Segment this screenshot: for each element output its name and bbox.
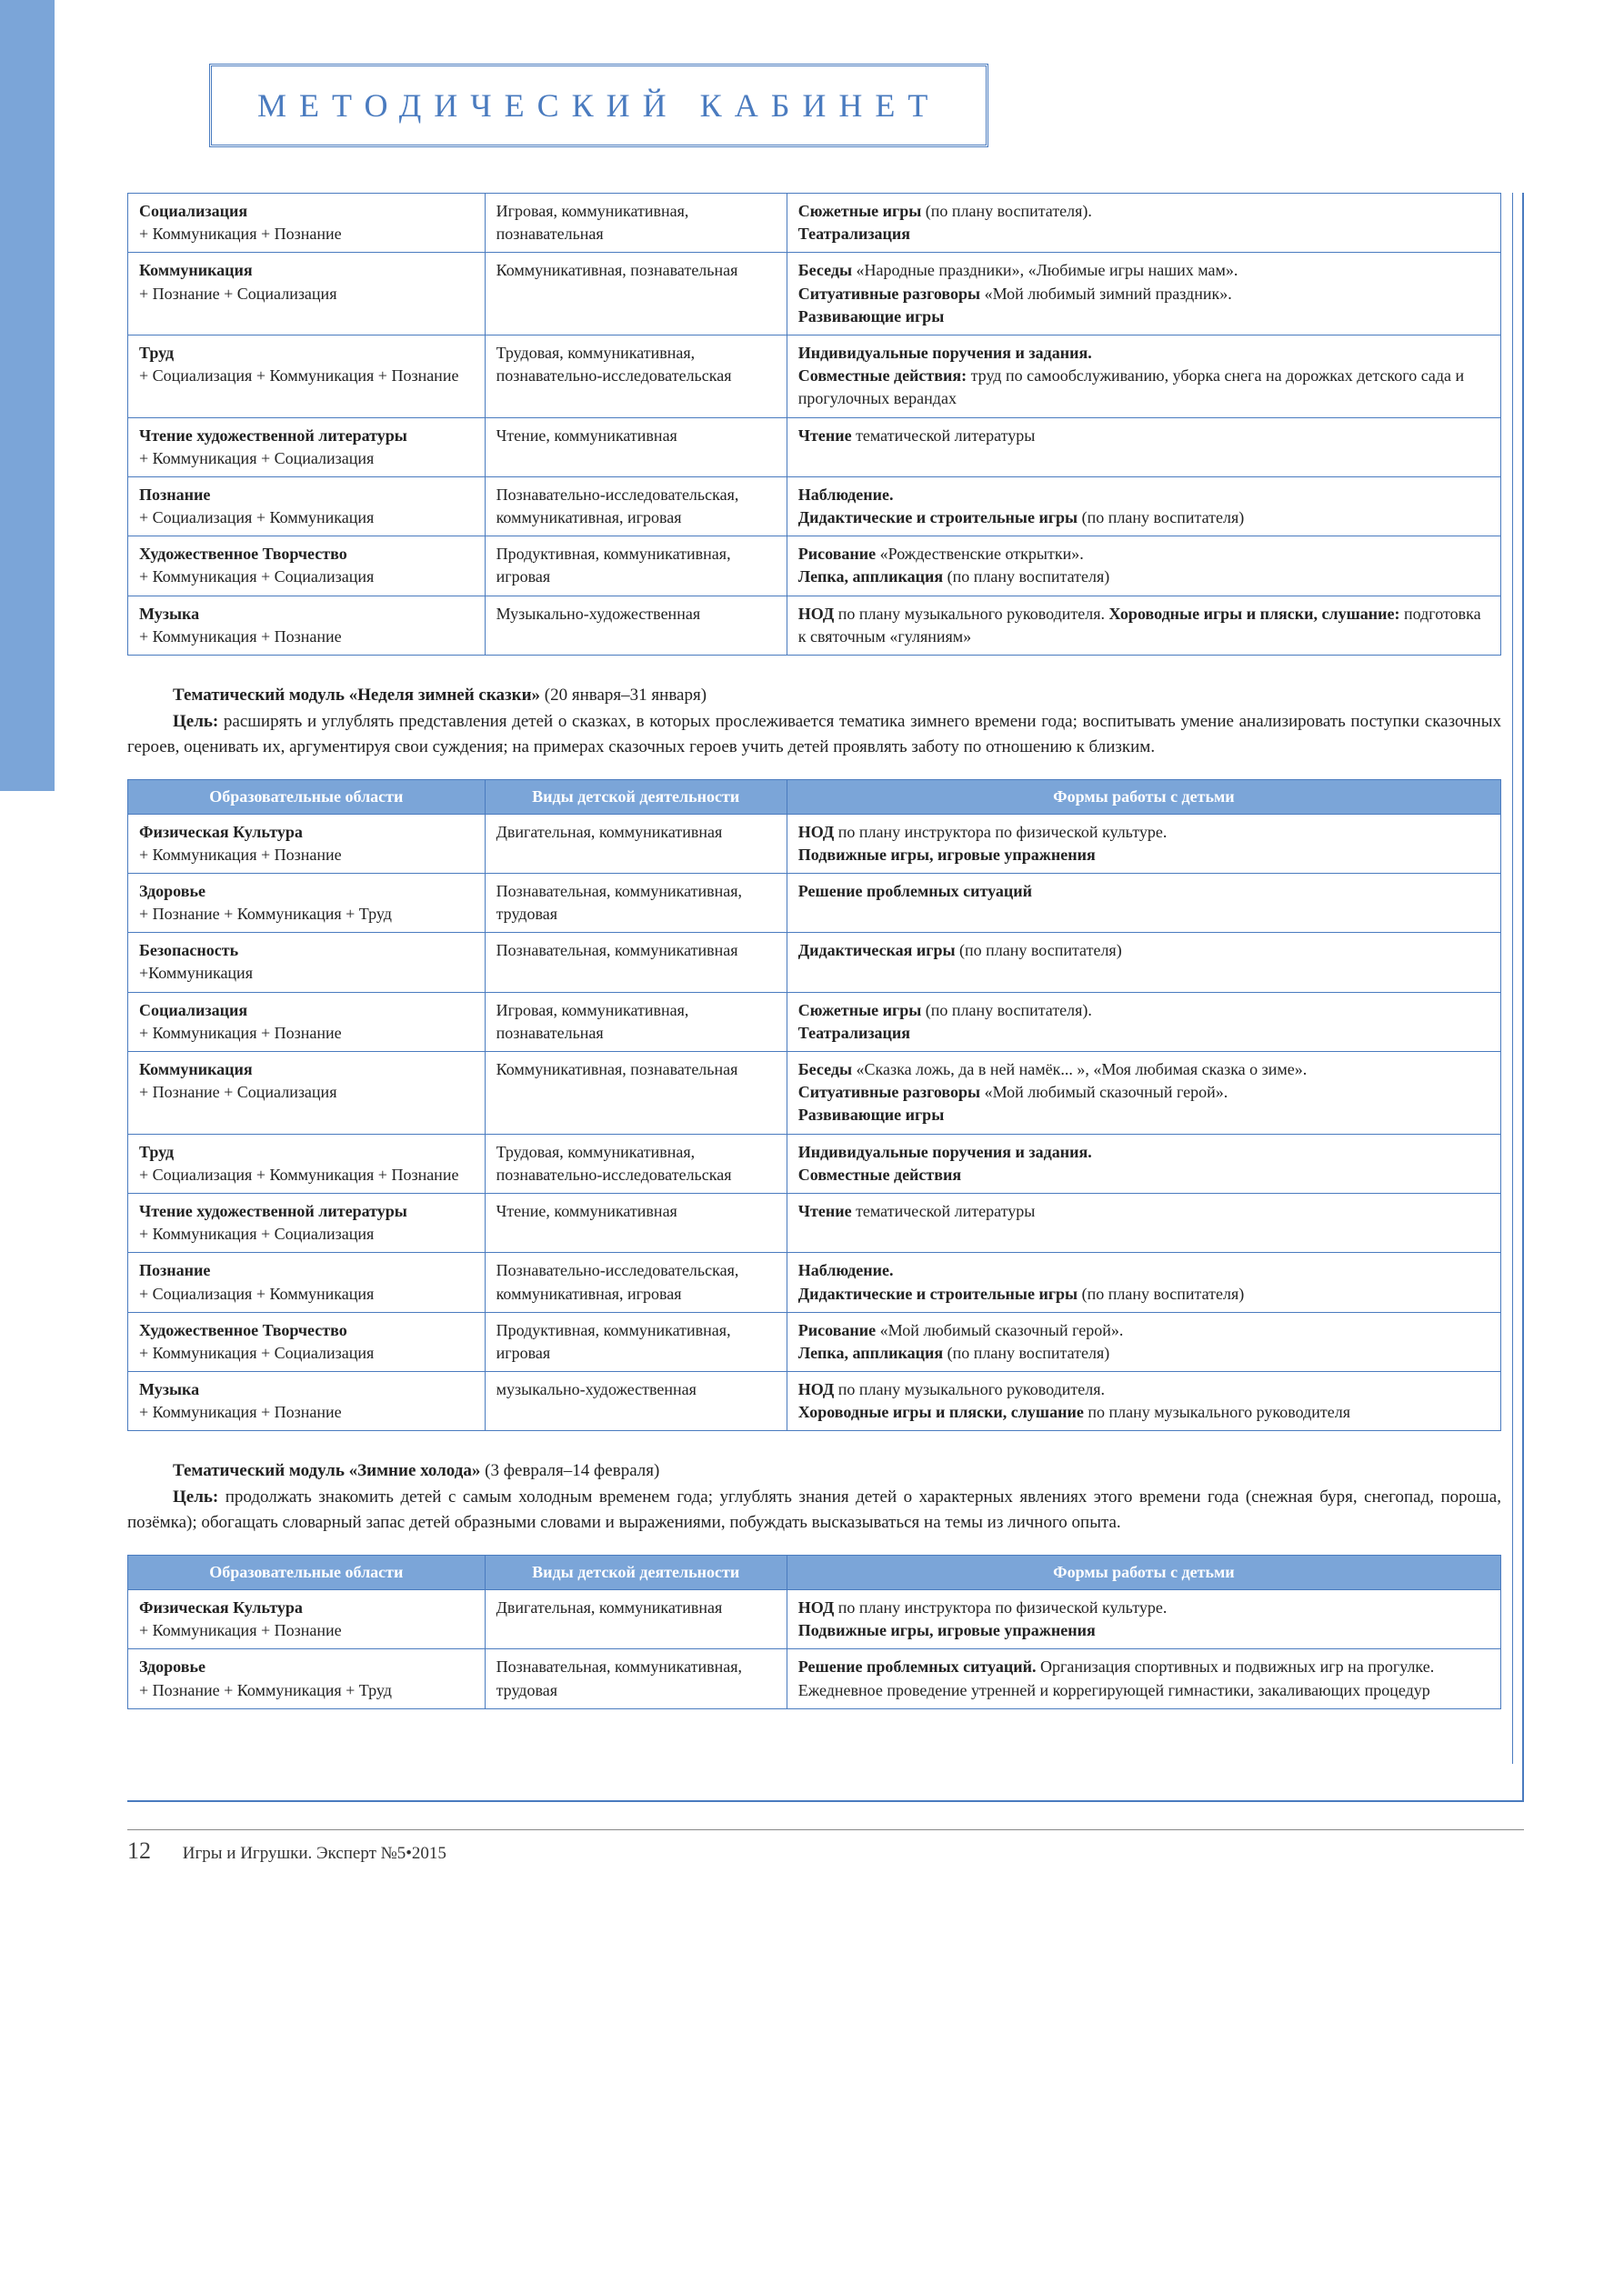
table-row: Художественное Творчество+ Коммуникация …: [128, 536, 1501, 596]
cell-activity: Чтение, коммуникативная: [485, 1193, 787, 1252]
cell-forms: Чтение тематической литературы: [787, 417, 1500, 476]
section-header-box: МЕТОДИЧЕСКИЙ КАБИНЕТ: [209, 64, 988, 147]
table-row: Художественное Творчество+ Коммуникация …: [128, 1312, 1501, 1371]
page-inner-frame: Социализация+ Коммуникация + ПознаниеИгр…: [127, 193, 1513, 1764]
cell-area: Социализация+ Коммуникация + Познание: [128, 992, 486, 1051]
cell-area: Физическая Культура+ Коммуникация + Позн…: [128, 1589, 486, 1648]
page-outer-frame: Социализация+ Коммуникация + ПознаниеИгр…: [127, 193, 1524, 1802]
table-row: Музыка+ Коммуникация + ПознаниеМузыкальн…: [128, 596, 1501, 655]
table-row: Безопасность+КоммуникацияПознавательная,…: [128, 933, 1501, 992]
cell-activity: Чтение, коммуникативная: [485, 417, 787, 476]
cell-forms: НОД по плану инструктора по физической к…: [787, 814, 1500, 873]
table-row: Труд+ Социализация + Коммуникация + Позн…: [128, 1134, 1501, 1193]
cell-forms: Индивидуальные поручения и задания.Совме…: [787, 1134, 1500, 1193]
table-row: Труд+ Социализация + Коммуникация + Позн…: [128, 335, 1501, 417]
cell-activity: Трудовая, коммуникативная, познавательно…: [485, 335, 787, 417]
table-row: Физическая Культура+ Коммуникация + Позн…: [128, 814, 1501, 873]
cell-area: Безопасность+Коммуникация: [128, 933, 486, 992]
table-row: Здоровье+ Познание + Коммуникация + Труд…: [128, 1649, 1501, 1708]
cell-forms: Решение проблемных ситуаций. Организация…: [787, 1649, 1500, 1708]
cell-forms: Сюжетные игры (по плану воспитателя).Теа…: [787, 992, 1500, 1051]
cell-forms: Беседы «Народные праздники», «Любимые иг…: [787, 253, 1500, 335]
table-row: Физическая Культура+ Коммуникация + Позн…: [128, 1589, 1501, 1648]
table-header-col3: Формы работы с детьми: [787, 779, 1500, 814]
cell-activity: Трудовая, коммуникативная, познавательно…: [485, 1134, 787, 1193]
table-header-col1: Образовательные области: [128, 779, 486, 814]
cell-activity: Игровая, коммуникативная, познавательная: [485, 992, 787, 1051]
table-1: Социализация+ Коммуникация + ПознаниеИгр…: [127, 193, 1501, 656]
table-3: Образовательные области Виды детской дея…: [127, 1555, 1501, 1709]
footer-text: Игры и Игрушки. Эксперт №5•2015: [183, 1844, 446, 1863]
cell-activity: Познавательная, коммуникативная, трудова…: [485, 873, 787, 932]
cell-area: Чтение художественной литературы+ Коммун…: [128, 1193, 486, 1252]
cell-forms: Рисование «Мой любимый сказочный герой».…: [787, 1312, 1500, 1371]
table-header-col2: Виды детской деятельности: [485, 779, 787, 814]
cell-area: Чтение художественной литературы+ Коммун…: [128, 417, 486, 476]
cell-activity: Познавательная, коммуникативная: [485, 933, 787, 992]
cell-activity: музыкально-художественная: [485, 1372, 787, 1431]
cell-activity: Продуктивная, коммуникативная, игровая: [485, 1312, 787, 1371]
page-number: 12: [127, 1837, 151, 1864]
table-row: Здоровье+ Познание + Коммуникация + Труд…: [128, 873, 1501, 932]
table-2: Образовательные области Виды детской дея…: [127, 779, 1501, 1432]
table-header-col3: Формы работы с детьми: [787, 1555, 1500, 1589]
cell-area: Музыка+ Коммуникация + Познание: [128, 1372, 486, 1431]
module-2-intro: Тематический модуль «Неделя зимней сказк…: [127, 683, 1501, 761]
section-header-title: МЕТОДИЧЕСКИЙ КАБИНЕТ: [257, 87, 940, 124]
cell-area: Социализация+ Коммуникация + Познание: [128, 194, 486, 253]
cell-activity: Игровая, коммуникативная, познавательная: [485, 194, 787, 253]
cell-activity: Познавательно-исследовательская, коммуни…: [485, 1253, 787, 1312]
cell-forms: НОД по плану музыкального руководителя.Х…: [787, 1372, 1500, 1431]
cell-area: Труд+ Социализация + Коммуникация + Позн…: [128, 335, 486, 417]
page-content: МЕТОДИЧЕСКИЙ КАБИНЕТ Социализация+ Комму…: [0, 0, 1624, 1910]
table-row: Познание+ Социализация + КоммуникацияПоз…: [128, 1253, 1501, 1312]
cell-forms: Рисование «Рождественские открытки».Лепк…: [787, 536, 1500, 596]
cell-activity: Двигательная, коммуникативная: [485, 814, 787, 873]
page-footer: 12 Игры и Игрушки. Эксперт №5•2015: [127, 1829, 1524, 1865]
cell-forms: Наблюдение.Дидактические и строительные …: [787, 1253, 1500, 1312]
cell-area: Художественное Творчество+ Коммуникация …: [128, 1312, 486, 1371]
cell-forms: НОД по плану инструктора по физической к…: [787, 1589, 1500, 1648]
cell-area: Познание+ Социализация + Коммуникация: [128, 476, 486, 536]
table-row: Социализация+ Коммуникация + ПознаниеИгр…: [128, 992, 1501, 1051]
cell-forms: Индивидуальные поручения и задания.Совме…: [787, 335, 1500, 417]
cell-forms: Сюжетные игры (по плану воспитателя).Теа…: [787, 194, 1500, 253]
cell-area: Коммуникация+ Познание + Социализация: [128, 253, 486, 335]
module-3-intro: Тематический модуль «Зимние холода» (3 ф…: [127, 1458, 1501, 1537]
cell-area: Музыка+ Коммуникация + Познание: [128, 596, 486, 655]
table-header-col1: Образовательные области: [128, 1555, 486, 1589]
cell-area: Художественное Творчество+ Коммуникация …: [128, 536, 486, 596]
cell-activity: Познавательная, коммуникативная, трудова…: [485, 1649, 787, 1708]
cell-activity: Познавательно-исследовательская, коммуни…: [485, 476, 787, 536]
cell-area: Физическая Культура+ Коммуникация + Позн…: [128, 814, 486, 873]
cell-forms: Беседы «Сказка ложь, да в ней намёк... »…: [787, 1052, 1500, 1135]
table-header-col2: Виды детской деятельности: [485, 1555, 787, 1589]
cell-forms: Дидактическая игры (по плану воспитателя…: [787, 933, 1500, 992]
cell-activity: Музыкально-художественная: [485, 596, 787, 655]
cell-area: Здоровье+ Познание + Коммуникация + Труд: [128, 873, 486, 932]
cell-activity: Двигательная, коммуникативная: [485, 1589, 787, 1648]
cell-area: Труд+ Социализация + Коммуникация + Позн…: [128, 1134, 486, 1193]
cell-activity: Продуктивная, коммуникативная, игровая: [485, 536, 787, 596]
table-row: Социализация+ Коммуникация + ПознаниеИгр…: [128, 194, 1501, 253]
table-row: Познание+ Социализация + КоммуникацияПоз…: [128, 476, 1501, 536]
table-row: Чтение художественной литературы+ Коммун…: [128, 417, 1501, 476]
table-row: Коммуникация+ Познание + СоциализацияКом…: [128, 253, 1501, 335]
cell-forms: Наблюдение.Дидактические и строительные …: [787, 476, 1500, 536]
cell-forms: Решение проблемных ситуаций: [787, 873, 1500, 932]
cell-activity: Коммуникативная, познавательная: [485, 1052, 787, 1135]
table-row: Коммуникация+ Познание + СоциализацияКом…: [128, 1052, 1501, 1135]
cell-forms: Чтение тематической литературы: [787, 1193, 1500, 1252]
cell-forms: НОД по плану музыкального руководителя. …: [787, 596, 1500, 655]
cell-activity: Коммуникативная, познавательная: [485, 253, 787, 335]
cell-area: Здоровье+ Познание + Коммуникация + Труд: [128, 1649, 486, 1708]
cell-area: Познание+ Социализация + Коммуникация: [128, 1253, 486, 1312]
table-row: Музыка+ Коммуникация + Познаниемузыкальн…: [128, 1372, 1501, 1431]
cell-area: Коммуникация+ Познание + Социализация: [128, 1052, 486, 1135]
table-row: Чтение художественной литературы+ Коммун…: [128, 1193, 1501, 1252]
